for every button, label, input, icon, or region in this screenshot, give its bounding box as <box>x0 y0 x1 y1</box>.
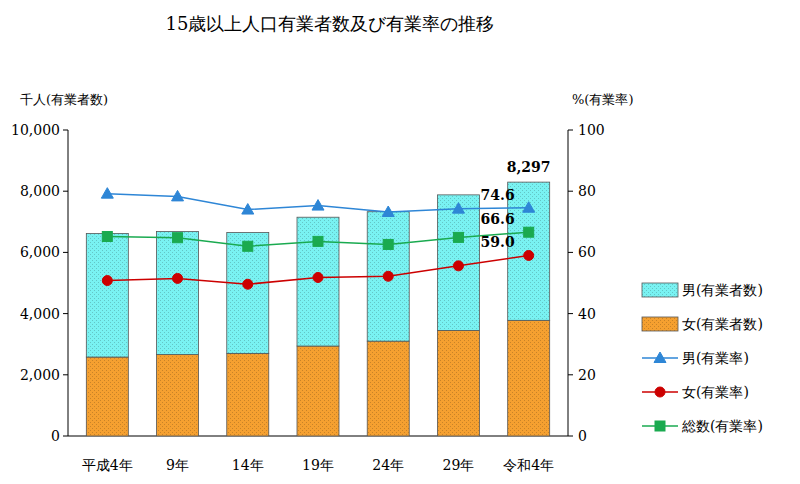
marker <box>312 200 324 211</box>
marker <box>655 421 665 431</box>
marker <box>102 276 112 286</box>
x-tick-label: 24年 <box>372 457 404 473</box>
marker <box>453 261 463 271</box>
marker <box>655 387 665 397</box>
x-tick-label: 19年 <box>302 457 334 473</box>
y-tick <box>63 130 68 131</box>
marker <box>453 232 463 242</box>
marker <box>524 227 534 237</box>
marker <box>452 203 464 214</box>
y-tick-label: 2,000 <box>20 367 60 383</box>
y-tick-label: 8,000 <box>20 183 60 199</box>
marker <box>523 202 535 213</box>
y2-tick-label: 0 <box>578 428 587 444</box>
y-axis-title: 千人(有業者数) <box>20 92 108 107</box>
marker <box>172 190 184 201</box>
line <box>107 255 528 284</box>
y2-tick <box>568 252 573 253</box>
marker <box>243 241 253 251</box>
bar <box>227 233 269 354</box>
chart: 15歳以上人口有業者数及び有業率の推移千人(有業者数) %(有業率) 0 2,000 4… <box>0 0 800 484</box>
marker <box>524 250 534 260</box>
marker <box>173 233 183 243</box>
marker <box>313 236 323 246</box>
legend-swatch <box>642 283 678 297</box>
bar <box>367 341 409 436</box>
bar <box>297 346 339 436</box>
data-label: 59.0 <box>481 234 515 250</box>
data-label: 66.6 <box>481 211 515 227</box>
marker <box>654 352 666 363</box>
y2-axis-line <box>568 130 569 436</box>
legend-label: 女(有業者数) <box>682 316 763 332</box>
x-tick-label: 14年 <box>232 457 264 473</box>
legend-label: 女(有業率) <box>682 384 749 400</box>
marker <box>382 206 394 217</box>
x-tick-label: 29年 <box>443 457 475 473</box>
line <box>107 232 528 246</box>
y-tick <box>63 191 68 192</box>
bar <box>157 355 199 436</box>
y2-tick <box>568 313 573 314</box>
y-axis-line <box>68 130 69 436</box>
y-tick <box>63 252 68 253</box>
x-tick-label: 平成4年 <box>82 457 133 473</box>
bar <box>508 320 550 436</box>
y-tick-label: 4,000 <box>20 306 60 322</box>
y2-tick <box>568 374 573 375</box>
bar <box>437 195 479 331</box>
total-label: 8,297 <box>507 159 551 175</box>
marker <box>242 204 254 215</box>
legend-label: 総数(有業率) <box>681 418 763 434</box>
marker <box>102 231 112 241</box>
legend-label: 男(有業率) <box>682 350 749 366</box>
bar <box>508 182 550 320</box>
y-tick-label: 0 <box>51 428 60 444</box>
bar <box>157 232 199 355</box>
bar <box>227 353 269 436</box>
y2-tick <box>568 191 573 192</box>
y-tick <box>63 313 68 314</box>
title: 15歳以上人口有業者数及び有業率の推移 <box>166 13 495 34</box>
y2-axis-title: %(有業率) <box>572 92 634 107</box>
line <box>107 194 528 212</box>
bar <box>86 233 128 357</box>
bar <box>86 357 128 436</box>
y-tick-label: 6,000 <box>20 244 60 260</box>
y-tick <box>63 436 68 437</box>
y2-tick <box>568 130 573 131</box>
marker <box>383 239 393 249</box>
y2-tick <box>568 436 573 437</box>
data-label: 74.6 <box>481 187 515 203</box>
bar <box>297 217 339 346</box>
bar <box>437 330 479 436</box>
y2-tick-label: 80 <box>578 183 596 199</box>
marker <box>243 279 253 289</box>
legend: 男(有業者数) 女(有業者数) 男(有業率) 女(有業率) 総数(有業率) <box>642 282 763 434</box>
legend-label: 男(有業者数) <box>682 282 763 298</box>
y2-tick-label: 20 <box>578 367 596 383</box>
marker <box>313 272 323 282</box>
y-tick <box>63 374 68 375</box>
marker <box>173 273 183 283</box>
marker <box>383 271 393 281</box>
y-tick-label: 10,000 <box>11 122 60 138</box>
marks <box>86 182 549 436</box>
y2-tick-label: 40 <box>578 306 596 322</box>
y2-tick-label: 100 <box>578 122 605 138</box>
marker <box>101 188 113 199</box>
x-tick-label: 9年 <box>166 457 189 473</box>
legend-swatch <box>642 317 678 331</box>
x-tick-label: 令和4年 <box>503 457 554 473</box>
y2-tick-label: 60 <box>578 244 596 260</box>
